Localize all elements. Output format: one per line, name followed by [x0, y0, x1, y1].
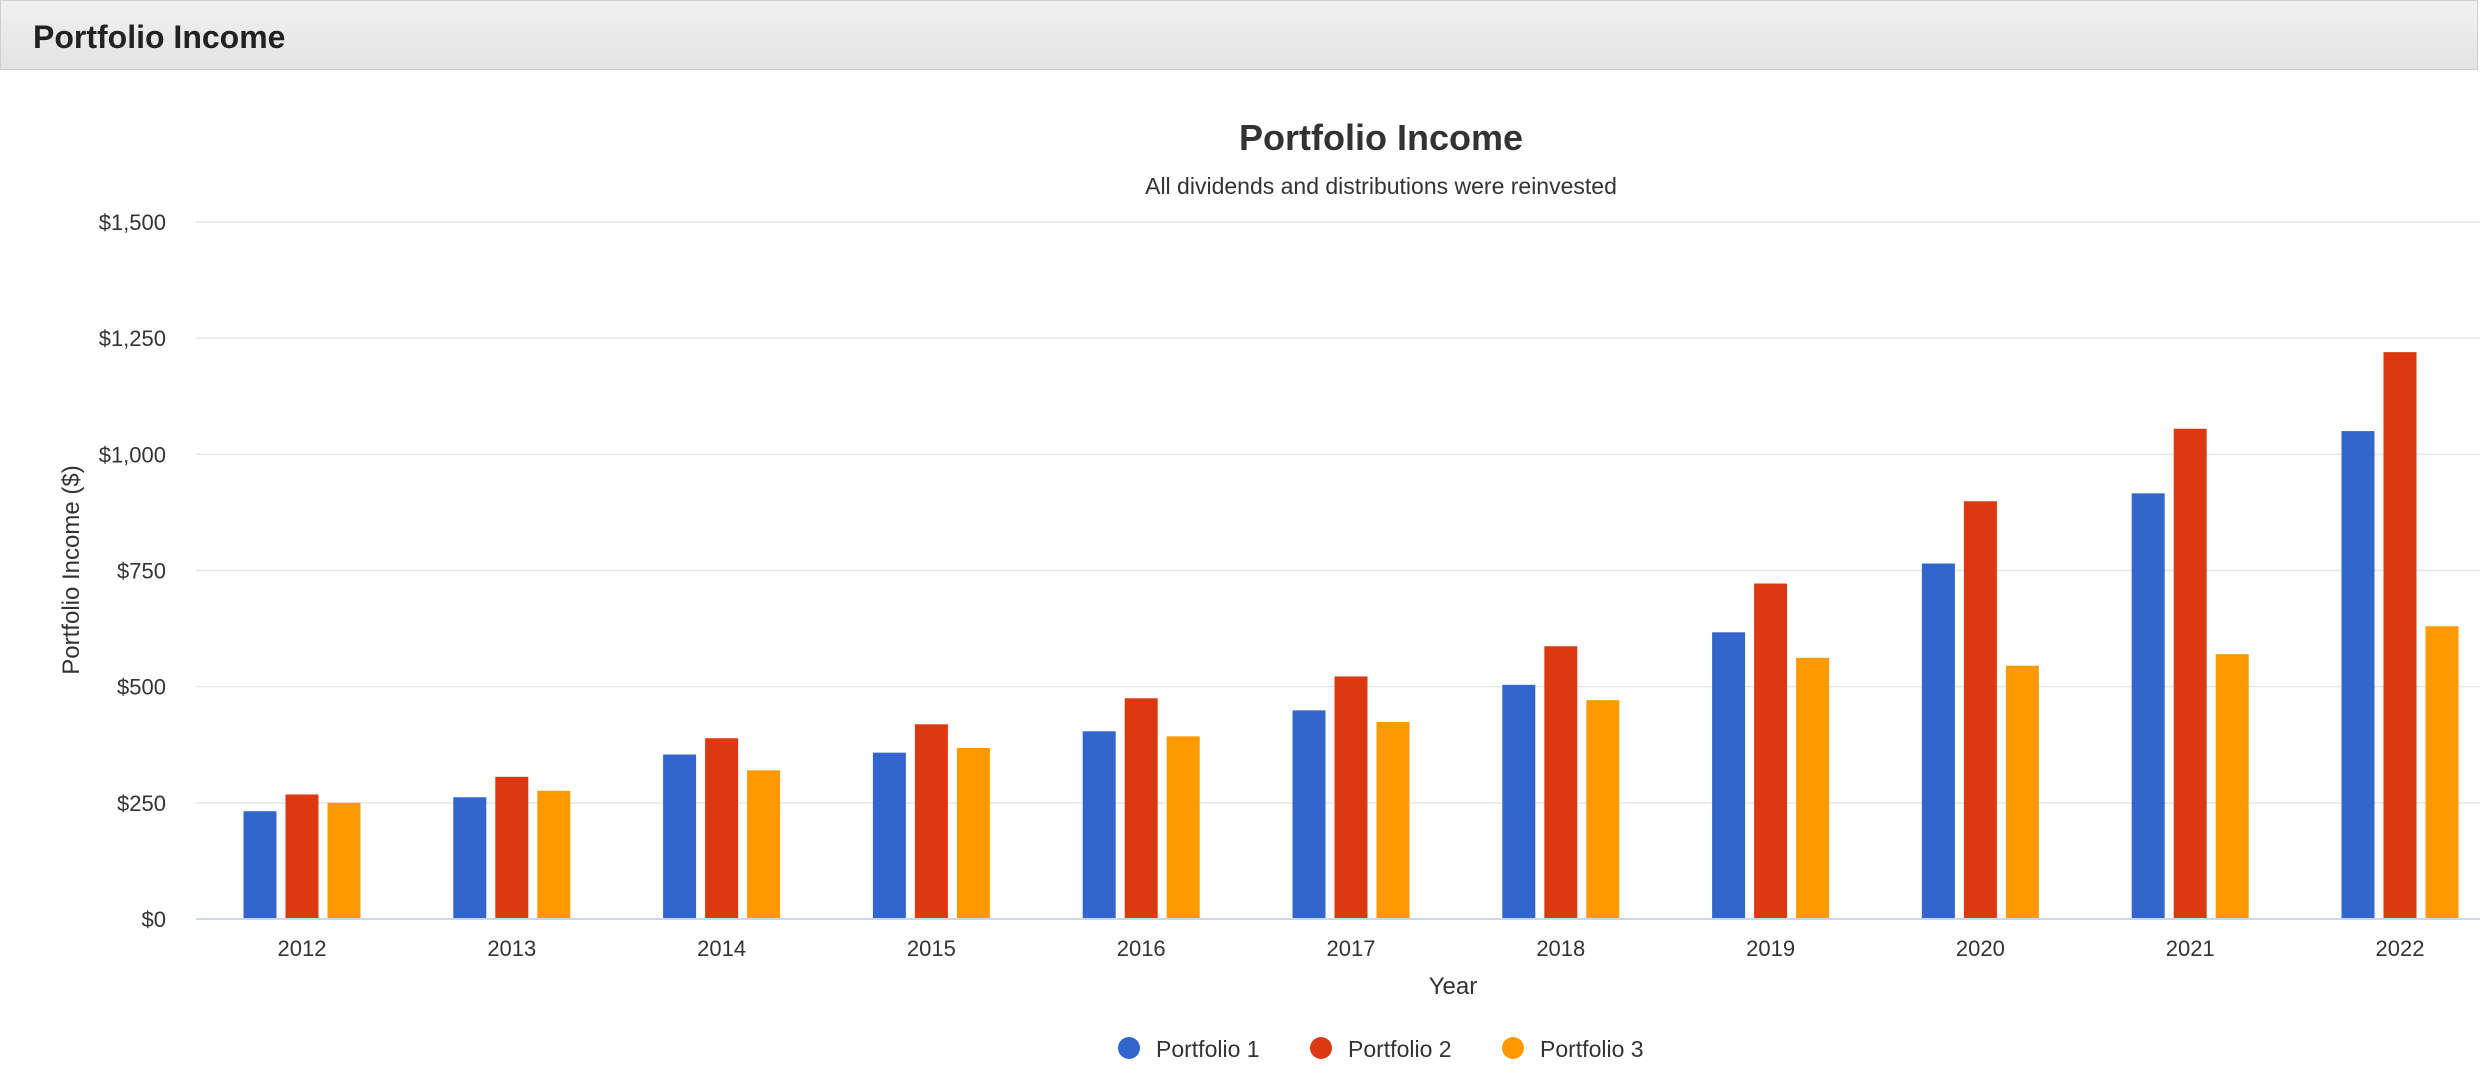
bar-portfolio-1-2020[interactable]: [1921, 563, 1955, 919]
x-tick-label: 2015: [907, 936, 956, 961]
legend-item-portfolio-2[interactable]: Portfolio 2: [1310, 1036, 1452, 1062]
bars: [243, 352, 2459, 919]
bar-portfolio-1-2014[interactable]: [663, 754, 697, 919]
bar-portfolio-2-2014[interactable]: [705, 738, 739, 919]
bar-portfolio-3-2014[interactable]: [747, 770, 781, 919]
y-tick-label: $1,000: [99, 442, 166, 467]
bar-portfolio-1-2021[interactable]: [2131, 493, 2165, 919]
x-axis-title: Year: [1429, 973, 1478, 1000]
x-tick-label: 2018: [1536, 936, 1585, 961]
legend-item-portfolio-3[interactable]: Portfolio 3: [1502, 1036, 1644, 1062]
panel-header: Portfolio Income: [0, 0, 2478, 70]
legend: Portfolio 1 Portfolio 2 Portfolio 3: [1118, 1036, 1644, 1062]
x-tick-label: 2021: [2166, 936, 2215, 961]
bar-portfolio-3-2012[interactable]: [327, 802, 361, 919]
x-tick-label: 2012: [278, 936, 327, 961]
bar-portfolio-2-2015[interactable]: [914, 724, 948, 919]
bar-portfolio-3-2016[interactable]: [1166, 736, 1200, 919]
bar-portfolio-3-2015[interactable]: [956, 748, 990, 919]
bar-portfolio-3-2013[interactable]: [537, 790, 571, 919]
bar-portfolio-2-2013[interactable]: [495, 776, 529, 919]
legend-item-portfolio-1[interactable]: Portfolio 1: [1118, 1036, 1260, 1062]
panel-title: Portfolio Income: [33, 19, 286, 55]
x-tick-label: 2014: [697, 936, 746, 961]
chart-title: Portfolio Income: [1239, 117, 1523, 158]
bar-portfolio-2-2022[interactable]: [2383, 352, 2417, 919]
bar-portfolio-1-2012[interactable]: [243, 811, 277, 919]
x-tick-label: 2016: [1117, 936, 1166, 961]
bar-portfolio-1-2015[interactable]: [872, 752, 906, 919]
bar-portfolio-3-2018[interactable]: [1586, 700, 1620, 919]
y-tick-label: $750: [117, 559, 166, 584]
legend-label: Portfolio 3: [1540, 1036, 1644, 1062]
bar-portfolio-1-2022[interactable]: [2341, 431, 2375, 919]
bar-portfolio-2-2018[interactable]: [1544, 646, 1578, 919]
y-tick-label: $1,500: [99, 210, 166, 235]
y-tick-label: $250: [117, 791, 166, 816]
bar-portfolio-2-2012[interactable]: [285, 794, 319, 919]
legend-swatch: [1118, 1037, 1140, 1059]
bar-portfolio-2-2021[interactable]: [2173, 428, 2207, 919]
bar-portfolio-1-2019[interactable]: [1712, 632, 1746, 919]
bar-portfolio-1-2018[interactable]: [1502, 684, 1536, 919]
bar-portfolio-2-2020[interactable]: [1963, 501, 1997, 919]
y-tick-label: $1,250: [99, 326, 166, 351]
legend-label: Portfolio 2: [1348, 1036, 1452, 1062]
y-axis-title: Portfolio Income ($): [58, 465, 85, 674]
bar-portfolio-3-2019[interactable]: [1796, 657, 1830, 919]
bar-portfolio-3-2022[interactable]: [2425, 626, 2459, 919]
bar-portfolio-1-2016[interactable]: [1082, 731, 1116, 919]
y-tick-label: $0: [142, 907, 166, 932]
bar-portfolio-3-2017[interactable]: [1376, 721, 1410, 919]
legend-swatch: [1310, 1037, 1332, 1059]
chart-subtitle: All dividends and distributions were rei…: [1145, 173, 1617, 199]
x-tick-label: 2019: [1746, 936, 1795, 961]
legend-label: Portfolio 1: [1156, 1036, 1260, 1062]
bar-portfolio-3-2020[interactable]: [2005, 665, 2039, 919]
bar-portfolio-2-2017[interactable]: [1334, 676, 1368, 919]
x-tick-label: 2020: [1956, 936, 2005, 961]
y-axis-ticks: $0 $250 $500 $750 $1,000 $1,250 $1,500: [99, 210, 166, 932]
bar-portfolio-2-2019[interactable]: [1754, 583, 1788, 919]
legend-swatch: [1502, 1037, 1524, 1059]
x-axis-ticks: 2012 2013 2014 2015 2016 2017 2018 2019 2020 2021…: [278, 936, 2425, 961]
bar-portfolio-3-2021[interactable]: [2215, 654, 2249, 919]
bar-portfolio-2-2016[interactable]: [1124, 698, 1158, 919]
bar-portfolio-1-2013[interactable]: [453, 797, 487, 919]
y-tick-label: $500: [117, 675, 166, 700]
x-tick-label: 2017: [1327, 936, 1376, 961]
x-tick-label: 2022: [2376, 936, 2425, 961]
bar-portfolio-1-2017[interactable]: [1292, 710, 1326, 919]
x-tick-label: 2013: [487, 936, 536, 961]
